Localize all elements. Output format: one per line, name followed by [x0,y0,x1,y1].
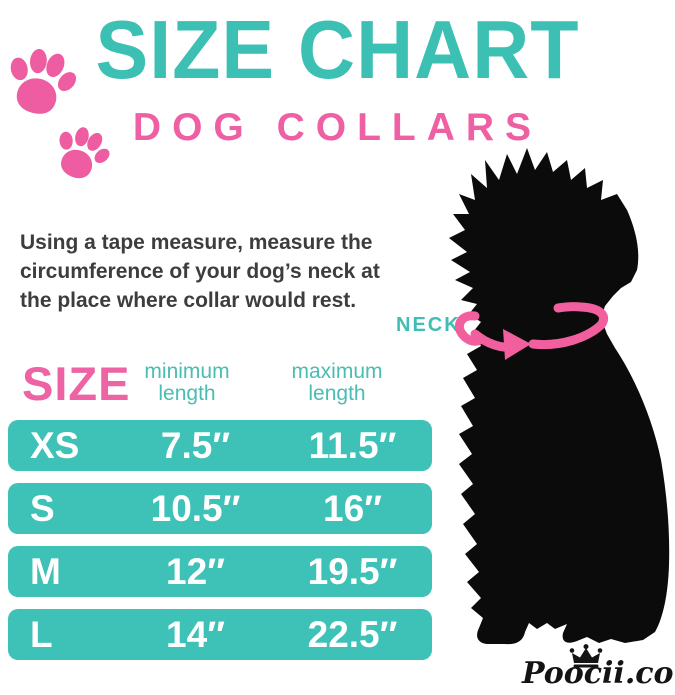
brand-logo: Poocii.com [522,644,675,692]
table-row-xs: XS 7.5″ 11.5″ [8,420,432,471]
instructions-line: Using a tape measure, measure the [20,231,373,254]
instructions-text: Using a tape measure, measure the circum… [20,228,440,315]
dog-silhouette [449,148,670,645]
instructions-line: the place where collar would rest. [20,289,357,312]
max-length-value: 19.5″ [307,550,398,592]
min-length-value: 14″ [166,613,225,655]
size-table: XS 7.5″ 11.5″ S 10.5″ 16″ M 12″ 19.5″ L … [8,420,432,672]
max-header-line1: maximum [291,360,383,383]
table-row-l: L 14″ 22.5″ [8,609,432,660]
max-length-value: 11.5″ [308,424,397,466]
size-label: L [30,613,53,655]
table-max-header: maximum length [272,361,402,405]
max-header-line2: length [308,382,366,405]
collar-arrow-icon [455,302,609,360]
page-title: SIZE CHART [95,3,580,96]
website-label: Poocii.com [522,656,675,691]
max-length-value: 22.5″ [307,613,398,655]
max-length-value: 16″ [323,487,382,529]
page-subtitle: DOG COLLARS [132,106,543,149]
neck-label: NECK [396,314,461,336]
min-length-value: 12″ [166,550,225,592]
min-header-line1: minimum [144,360,230,383]
min-length-value: 7.5″ [160,424,231,466]
table-row-s: S 10.5″ 16″ [8,483,432,534]
crown-icon [569,644,603,668]
size-label: XS [30,424,80,466]
paw-print-icon [59,127,110,179]
table-min-header: minimum length [122,361,252,405]
table-size-header: SIZE [22,357,131,410]
size-label: M [30,550,61,592]
min-length-value: 10.5″ [150,487,241,529]
size-label: S [30,487,55,529]
instructions-line: circumference of your dog’s neck at [20,260,380,283]
min-header-line2: length [158,382,216,405]
table-row-m: M 12″ 19.5″ [8,546,432,597]
paw-print-icon [10,48,77,114]
